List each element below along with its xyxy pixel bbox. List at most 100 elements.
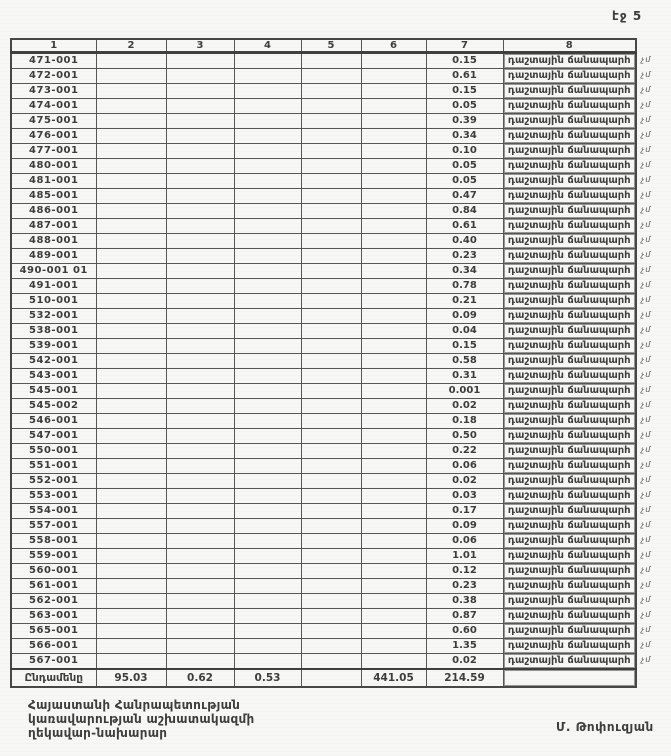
table-header-row: 1 2 3 4 5 6 7 8 (10, 38, 637, 54)
column-header-7: 7 (425, 38, 504, 54)
table-row: 485-001 0.47 դաշտային ճանապարհ (10, 188, 637, 204)
margin-mark: չմ (641, 100, 652, 109)
table-row: 474-001 0.05 դաշտային ճանապարհ (10, 98, 637, 114)
land-use-cell: դաշտային ճանապարհ (502, 563, 637, 579)
table-row: 545-001 0.001 դաշտային ճանապարհ (10, 383, 637, 399)
parcel-code-cell: 473-001 (10, 83, 97, 99)
column-header-4: 4 (233, 38, 302, 54)
land-use-cell: դաշտային ճանապարհ (502, 383, 637, 399)
empty-cell (95, 533, 167, 549)
empty-cell (165, 113, 235, 129)
empty-cell (300, 668, 362, 688)
empty-cell (300, 293, 362, 309)
empty-cell (300, 338, 362, 354)
table-row: 486-001 0.84 դաշտային ճանապարհ (10, 203, 637, 219)
land-use-cell: դաշտային ճանապարհ (502, 248, 637, 264)
parcel-code-cell: 542-001 (10, 353, 97, 369)
page-number-label: էջ 5 (612, 9, 643, 23)
land-use-cell: դաշտային ճանապարհ (502, 593, 637, 609)
margin-mark: չմ (641, 295, 652, 304)
empty-cell (300, 623, 362, 639)
margin-mark: չմ (641, 490, 652, 499)
empty-cell (300, 593, 362, 609)
empty-cell (165, 293, 235, 309)
land-use-cell: դաշտային ճանապարհ (502, 533, 637, 549)
empty-cell (300, 188, 362, 204)
totals-row: Ընդամենը 95.03 0.62 0.53 441.05 214.59 (10, 668, 637, 688)
area-value-cell: 0.09 (425, 518, 504, 534)
empty-cell (360, 83, 427, 99)
empty-cell (165, 578, 235, 594)
margin-mark: չմ (641, 160, 652, 169)
table-row: 490-001 01 0.34 դաշտային ճանապարհ (10, 263, 637, 279)
empty-cell (360, 233, 427, 249)
land-use-cell: դաշտային ճանապարհ (502, 52, 637, 69)
empty-cell (300, 473, 362, 489)
empty-cell (233, 52, 302, 69)
margin-mark: չմ (641, 370, 652, 379)
land-use-cell: դաշտային ճանապարհ (502, 233, 637, 249)
margin-mark: չմ (641, 520, 652, 529)
land-use-cell: դաշտային ճանապարհ (502, 98, 637, 114)
empty-cell (300, 533, 362, 549)
table-row: 477-001 0.10 դաշտային ճանապարհ (10, 143, 637, 159)
parcel-code-cell: 545-001 (10, 383, 97, 399)
empty-cell (360, 278, 427, 294)
column-header-6: 6 (360, 38, 427, 54)
empty-cell (300, 308, 362, 324)
empty-cell (360, 608, 427, 624)
parcel-code-cell: 567-001 (10, 653, 97, 670)
empty-cell (165, 128, 235, 144)
land-use-cell: դաշտային ճանապարհ (502, 473, 637, 489)
empty-cell (300, 113, 362, 129)
empty-cell (165, 443, 235, 459)
empty-cell (95, 98, 167, 114)
empty-cell (95, 338, 167, 354)
empty-cell (95, 503, 167, 519)
empty-cell (95, 383, 167, 399)
margin-mark: չմ (641, 70, 652, 79)
empty-cell (300, 488, 362, 504)
empty-cell (300, 98, 362, 114)
area-value-cell: 0.61 (425, 68, 504, 84)
land-use-cell: դաշտային ճանապարհ (502, 518, 637, 534)
empty-cell (360, 548, 427, 564)
empty-cell (95, 428, 167, 444)
empty-cell (300, 323, 362, 339)
empty-cell (233, 278, 302, 294)
parcel-code-cell: 545-002 (10, 398, 97, 414)
area-value-cell: 0.38 (425, 593, 504, 609)
empty-cell (360, 383, 427, 399)
empty-cell (165, 248, 235, 264)
land-use-cell: դաշտային ճանապարհ (502, 623, 637, 639)
column-header-8: 8 (502, 38, 637, 54)
parcel-code-cell: 563-001 (10, 608, 97, 624)
land-use-cell: դաշտային ճանապարհ (502, 428, 637, 444)
table-row: 491-001 0.78 դաշտային ճանապարհ (10, 278, 637, 294)
margin-mark: չմ (641, 505, 652, 514)
empty-cell (300, 548, 362, 564)
empty-cell (95, 653, 167, 670)
parcel-code-cell: 539-001 (10, 338, 97, 354)
signatory-title-line: Հայաստանի Հանրապետության (28, 698, 241, 712)
empty-cell (360, 173, 427, 189)
land-use-cell: դաշտային ճանապարհ (502, 218, 637, 234)
empty-cell (360, 188, 427, 204)
empty-cell (165, 278, 235, 294)
area-value-cell: 0.18 (425, 413, 504, 429)
column-header-3: 3 (165, 38, 235, 54)
margin-mark: չմ (641, 400, 652, 409)
empty-cell (95, 143, 167, 159)
area-value-cell: 0.05 (425, 158, 504, 174)
margin-mark: չմ (641, 640, 652, 649)
table-row: 476-001 0.34 դաշտային ճանապարհ (10, 128, 637, 144)
table-row: 561-001 0.23 դաշտային ճանապարհ (10, 578, 637, 594)
margin-mark: չմ (641, 385, 652, 394)
parcel-code-cell: 557-001 (10, 518, 97, 534)
land-use-cell: դաշտային ճանապարհ (502, 128, 637, 144)
area-value-cell: 0.22 (425, 443, 504, 459)
empty-cell (165, 593, 235, 609)
empty-cell (300, 653, 362, 670)
empty-cell (300, 398, 362, 414)
empty-cell (165, 308, 235, 324)
